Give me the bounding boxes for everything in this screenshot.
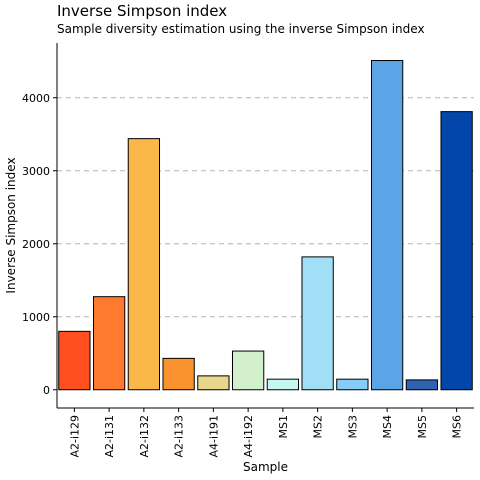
- bar-A2-i129: [58, 330, 91, 391]
- y-tick-label: 4000: [22, 92, 50, 105]
- bar-MS6: [440, 111, 473, 391]
- y-axis-title: Inverse Simpson index: [4, 157, 18, 293]
- bar-A4-i192: [231, 350, 265, 391]
- bar-A2-i131: [92, 296, 126, 391]
- gridlines: [57, 97, 474, 318]
- x-tick-label: MS1: [277, 415, 290, 438]
- bar-A2-i132: [127, 138, 161, 391]
- y-tick-label: 3000: [22, 165, 50, 178]
- bar-MS2: [301, 256, 334, 391]
- x-tick-label: A4-i192: [242, 415, 255, 458]
- x-axis-title: Sample: [243, 460, 288, 474]
- x-tick-label: MS2: [312, 415, 325, 438]
- y-tick-label: 1000: [22, 311, 50, 324]
- x-tick-label: MS4: [381, 415, 394, 438]
- chart-title: Inverse Simpson index: [57, 2, 228, 20]
- bar-MS3: [336, 378, 369, 391]
- x-tick-label: A2-i129: [68, 415, 81, 458]
- y-tick-label: 0: [43, 384, 50, 397]
- chart-subtitle: Sample diversity estimation using the in…: [57, 22, 425, 36]
- x-tick-label: MS5: [416, 415, 429, 438]
- bar-MS1: [266, 378, 300, 391]
- x-tick-label: MS3: [346, 415, 359, 438]
- x-tick-label: A2-i131: [103, 415, 116, 458]
- bar-A2-i133: [162, 357, 195, 391]
- x-axis-ticks: A2-i129 A2-i131 A2-i132 A2-i133 A4-i191 A4-i1…: [68, 408, 464, 458]
- x-tick-label: A2-i133: [173, 415, 186, 458]
- bar-MS4: [370, 60, 404, 391]
- y-axis-ticks: 0 1000 2000 3000 4000: [22, 92, 57, 397]
- x-tick-label: A4-i191: [207, 415, 220, 458]
- bars: [58, 60, 473, 391]
- x-tick-label: MS6: [451, 415, 464, 438]
- bar-MS5: [405, 379, 439, 391]
- y-tick-label: 2000: [22, 238, 50, 251]
- x-tick-label: A2-i132: [138, 415, 151, 458]
- bar-A4-i191: [197, 375, 230, 391]
